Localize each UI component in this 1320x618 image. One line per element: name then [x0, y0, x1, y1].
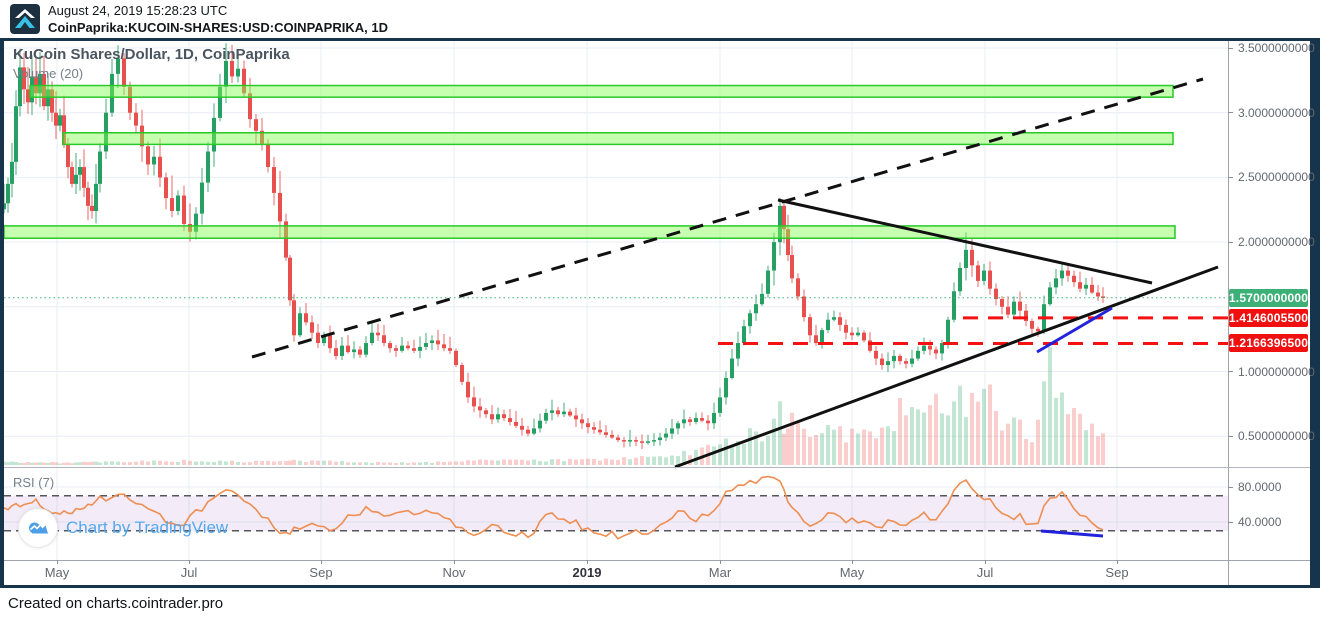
pane-separator[interactable] — [4, 467, 1310, 468]
time-tick-label: May — [839, 565, 865, 580]
cointrader-logo — [10, 4, 40, 34]
price-chart-canvas[interactable] — [4, 41, 1228, 560]
alert-price-badge: 1.2166396500 — [1228, 334, 1309, 353]
time-tick-label: Jul — [180, 565, 198, 580]
time-axis-line — [4, 560, 1310, 561]
alert-price-badge: 1.4146005500 — [1228, 308, 1309, 327]
time-tick-mark — [985, 560, 986, 564]
rsi-blue-trendline — [1040, 529, 1104, 538]
volume-bars — [4, 347, 1105, 465]
time-tick-label: Nov — [442, 565, 466, 580]
rsi-pane — [4, 475, 1228, 540]
mountain-logo-icon — [15, 9, 35, 28]
axis-label: 3.0000000000 — [1228, 105, 1315, 121]
chart-timestamp: August 24, 2019 15:28:23 UTC — [48, 3, 228, 18]
tradingview-logo-icon — [18, 508, 58, 548]
chart-symbol: CoinPaprika:KUCOIN-SHARES:USD:COINPAPRIK… — [48, 20, 388, 35]
ascending-dashed-trendline — [251, 77, 1204, 359]
triangle-upper-trendline — [777, 198, 1153, 285]
axis-label: 80.0000 — [1228, 479, 1308, 495]
time-tick-label: 2019 — [572, 565, 602, 580]
supply-zones — [4, 84, 1176, 239]
time-tick-label: Jul — [976, 565, 994, 580]
header-bar: August 24, 2019 15:28:23 UTC CoinPaprika… — [0, 0, 1320, 38]
rsi-line — [4, 475, 1104, 540]
watermark-text[interactable]: Chart by TradingView — [66, 518, 229, 537]
axis-label: 0.5000000000 — [1228, 428, 1315, 444]
time-axis[interactable]: May Jul Sep Nov 2019 Mar May Jul Sep — [4, 560, 1228, 585]
time-tick-label: May — [44, 565, 70, 580]
axis-label: 40.0000 — [1228, 514, 1308, 530]
time-tick-mark — [321, 560, 322, 564]
chart-frame: KuCoin Shares/Dollar, 1D, CoinPaprika Vo… — [0, 38, 1320, 588]
footer-bar: Created on charts.cointrader.pro — [0, 588, 1320, 618]
candlesticks — [4, 43, 1105, 450]
tradingview-watermark[interactable]: Chart by TradingView — [18, 508, 228, 548]
price-blue-trendline — [1036, 306, 1113, 354]
time-tick-label: Mar — [708, 565, 732, 580]
chart-title: KuCoin Shares/Dollar, 1D, CoinPaprika — [13, 46, 290, 63]
trendlines — [251, 77, 1219, 538]
time-tick-mark — [1117, 560, 1118, 564]
time-tick-mark — [852, 560, 853, 564]
volume-indicator-label[interactable]: Volume (20) — [13, 66, 84, 81]
footer-credit: Created on charts.cointrader.pro — [8, 594, 224, 612]
time-tick-label: Sep — [1105, 565, 1129, 580]
time-tick-label: Sep — [309, 565, 333, 580]
triangle-lower-trendline — [674, 265, 1219, 469]
price-scale-separator — [1228, 41, 1229, 585]
last-price-badge: 1.5700000000 — [1228, 288, 1309, 307]
time-tick-mark — [587, 560, 588, 564]
time-tick-mark — [57, 560, 58, 564]
time-tick-mark — [454, 560, 455, 564]
axis-label: 1.0000000000 — [1228, 364, 1315, 380]
axis-label: 3.5000000000 — [1228, 40, 1315, 56]
time-tick-mark — [189, 560, 190, 564]
axis-label: 2.0000000000 — [1228, 234, 1315, 250]
axis-label: 2.5000000000 — [1228, 169, 1315, 185]
grid-lines — [4, 41, 1228, 560]
rsi-indicator-label[interactable]: RSI (7) — [13, 475, 55, 490]
time-tick-mark — [720, 560, 721, 564]
